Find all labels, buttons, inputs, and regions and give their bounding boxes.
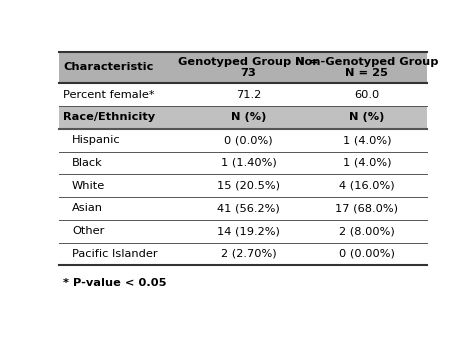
Text: Hispanic: Hispanic: [72, 135, 121, 145]
Text: 4 (16.0%): 4 (16.0%): [339, 181, 395, 191]
Text: Pacific Islander: Pacific Islander: [72, 249, 158, 259]
Text: 41 (56.2%): 41 (56.2%): [217, 203, 280, 213]
Text: * P-value < 0.05: * P-value < 0.05: [63, 278, 166, 288]
Text: Percent female*: Percent female*: [63, 90, 155, 100]
Bar: [59, 152, 427, 174]
Text: 2 (2.70%): 2 (2.70%): [220, 249, 276, 259]
Text: 71.2: 71.2: [236, 90, 261, 100]
Text: Asian: Asian: [72, 203, 103, 213]
Text: 17 (68.0%): 17 (68.0%): [336, 203, 399, 213]
Bar: [59, 106, 427, 129]
Text: 0 (0.0%): 0 (0.0%): [224, 135, 273, 145]
Text: Genotyped Group N =
73: Genotyped Group N = 73: [178, 57, 319, 78]
Text: 0 (0.00%): 0 (0.00%): [339, 249, 395, 259]
Text: Non-Genotyped Group
N = 25: Non-Genotyped Group N = 25: [295, 57, 438, 78]
Text: 15 (20.5%): 15 (20.5%): [217, 181, 280, 191]
Bar: [59, 197, 427, 220]
Text: 1 (4.0%): 1 (4.0%): [343, 135, 391, 145]
Bar: [59, 174, 427, 197]
Text: N (%): N (%): [231, 112, 266, 122]
Text: N (%): N (%): [349, 112, 384, 122]
Text: 1 (4.0%): 1 (4.0%): [343, 158, 391, 168]
Bar: [59, 243, 427, 265]
Bar: [59, 84, 427, 106]
Text: 14 (19.2%): 14 (19.2%): [217, 226, 280, 236]
Text: White: White: [72, 181, 105, 191]
Bar: [59, 51, 427, 84]
Text: Black: Black: [72, 158, 103, 168]
Text: 2 (8.00%): 2 (8.00%): [339, 226, 395, 236]
Bar: [59, 129, 427, 152]
Text: 60.0: 60.0: [354, 90, 380, 100]
Text: 1 (1.40%): 1 (1.40%): [220, 158, 276, 168]
Text: Other: Other: [72, 226, 104, 236]
Text: Race/Ethnicity: Race/Ethnicity: [63, 112, 155, 122]
Text: Characteristic: Characteristic: [63, 62, 153, 72]
Bar: [59, 220, 427, 243]
